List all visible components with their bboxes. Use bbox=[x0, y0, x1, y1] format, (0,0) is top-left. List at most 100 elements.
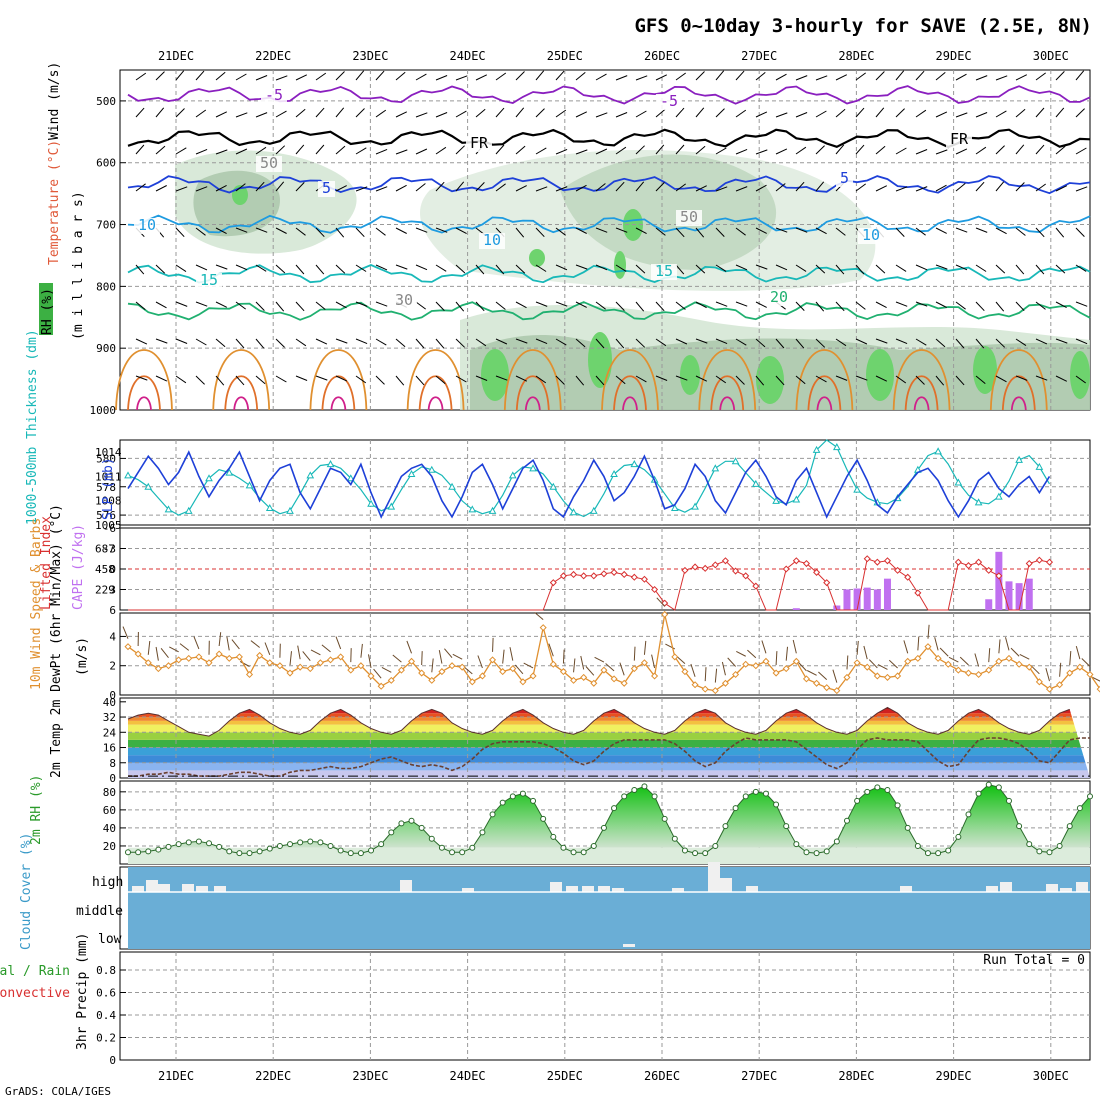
wind-barb bbox=[735, 301, 748, 307]
y-tick-label: 0.6 bbox=[96, 987, 116, 1000]
wind10m-barb bbox=[798, 662, 807, 672]
rh-marker bbox=[752, 788, 759, 795]
rh-marker bbox=[793, 841, 800, 848]
wind-barb bbox=[795, 375, 806, 385]
wind10m-barb bbox=[573, 658, 576, 673]
wind10m-barb bbox=[792, 639, 797, 654]
wind10m-marker bbox=[397, 666, 405, 674]
rh-marker bbox=[712, 842, 719, 849]
contour-label-15: 15 bbox=[655, 262, 673, 280]
lifted-index-marker bbox=[681, 566, 689, 574]
wind-barb bbox=[775, 227, 788, 233]
thickness-marker bbox=[832, 443, 841, 451]
rh-marker bbox=[307, 838, 314, 845]
y-tick-label: 500 bbox=[96, 95, 116, 108]
rh-marker bbox=[418, 824, 425, 831]
rh-marker bbox=[489, 811, 496, 818]
wind-barb bbox=[775, 148, 788, 155]
y-tick-label: 32 bbox=[103, 711, 116, 724]
wind-barb bbox=[415, 148, 428, 155]
wind-barb bbox=[375, 186, 388, 192]
surface-isotherm-30 bbox=[224, 375, 259, 411]
wind10m-marker bbox=[1015, 660, 1023, 668]
cloud-middle-label: middle bbox=[76, 904, 123, 919]
wind-barb bbox=[355, 147, 367, 155]
contour-label-10: 10 bbox=[483, 231, 501, 249]
rh-marker bbox=[742, 793, 749, 800]
wind-barb bbox=[935, 375, 945, 386]
thickness-marker bbox=[346, 474, 355, 482]
wind10m-barb bbox=[806, 670, 817, 676]
wind-barb bbox=[135, 264, 145, 275]
rh-marker bbox=[590, 842, 597, 849]
lifted-index-label: Lifted Index bbox=[39, 516, 54, 610]
wind-barb bbox=[495, 183, 506, 192]
wind-barb bbox=[355, 301, 368, 307]
wind10m-barb bbox=[863, 645, 868, 660]
y-tick-label: 0 bbox=[109, 689, 116, 702]
wind-barb bbox=[255, 301, 265, 311]
wind-barb bbox=[375, 338, 387, 346]
wind-barb bbox=[195, 264, 208, 271]
high-cloud-bar bbox=[672, 888, 684, 892]
wind-barb bbox=[275, 181, 285, 192]
wind-barb bbox=[275, 301, 285, 312]
wind-barb bbox=[575, 184, 587, 192]
wind10m-marker bbox=[175, 656, 183, 664]
wind-barb bbox=[1075, 301, 1088, 307]
thickness-marker bbox=[407, 469, 416, 477]
thickness-label: 1000-500mb Thickness (dm) bbox=[25, 329, 40, 525]
y-tick-label: 16 bbox=[103, 742, 116, 755]
wind-barb bbox=[855, 338, 868, 345]
lifted-index-marker bbox=[640, 575, 648, 583]
wind-barb bbox=[355, 227, 365, 238]
date-bottom-8: 29DEC bbox=[936, 1069, 972, 1083]
date-bottom-2: 23DEC bbox=[352, 1069, 388, 1083]
wind-barb bbox=[1055, 107, 1065, 118]
lifted-index-marker bbox=[873, 558, 881, 566]
wind10m-barb bbox=[948, 656, 959, 663]
thickness-marker bbox=[569, 508, 578, 516]
wind-barb bbox=[615, 264, 627, 272]
wind-barb bbox=[955, 148, 968, 155]
wind10m-marker bbox=[853, 659, 861, 667]
wind-barb bbox=[1055, 301, 1067, 309]
wind-barb bbox=[255, 375, 266, 385]
rh-marker bbox=[287, 841, 294, 848]
wind10m-marker bbox=[478, 672, 486, 680]
rh-high-core bbox=[614, 251, 626, 279]
wind10m-marker bbox=[428, 676, 436, 684]
rh-marker bbox=[803, 849, 810, 856]
rh-marker bbox=[469, 844, 476, 851]
wind10m-barb bbox=[392, 654, 402, 663]
high-cloud-bar bbox=[720, 878, 732, 892]
wind-barb bbox=[495, 72, 507, 81]
rh-marker bbox=[540, 815, 547, 822]
rh-marker bbox=[924, 850, 931, 857]
wind-barb bbox=[195, 301, 208, 307]
wind-barb bbox=[535, 108, 545, 118]
rh-marker bbox=[783, 823, 790, 830]
wind-barb bbox=[335, 227, 345, 238]
wind-barb bbox=[875, 338, 888, 344]
isotherm-20 bbox=[127, 301, 1091, 321]
wind10m-barb bbox=[360, 643, 363, 658]
rh-legend-swatch bbox=[39, 283, 53, 335]
wind10m-marker bbox=[640, 659, 648, 667]
wind-barb bbox=[1055, 338, 1068, 344]
wind-barb bbox=[555, 375, 565, 385]
rh-marker bbox=[519, 790, 526, 797]
wind-barb bbox=[635, 301, 645, 312]
contour-label-bg bbox=[479, 233, 505, 249]
rh-marker bbox=[1056, 842, 1063, 849]
wind10m-barb bbox=[562, 649, 565, 664]
surface-isotherm-35 bbox=[913, 396, 930, 411]
wind-barb bbox=[775, 264, 788, 271]
date-top-5: 26DEC bbox=[644, 49, 680, 63]
lifted-index-marker bbox=[630, 573, 638, 581]
wind10m-marker bbox=[843, 673, 851, 681]
rh-marker bbox=[135, 849, 142, 856]
wind-barb bbox=[535, 227, 545, 238]
lifted-index-marker bbox=[590, 572, 598, 580]
wind-barb bbox=[315, 301, 326, 310]
